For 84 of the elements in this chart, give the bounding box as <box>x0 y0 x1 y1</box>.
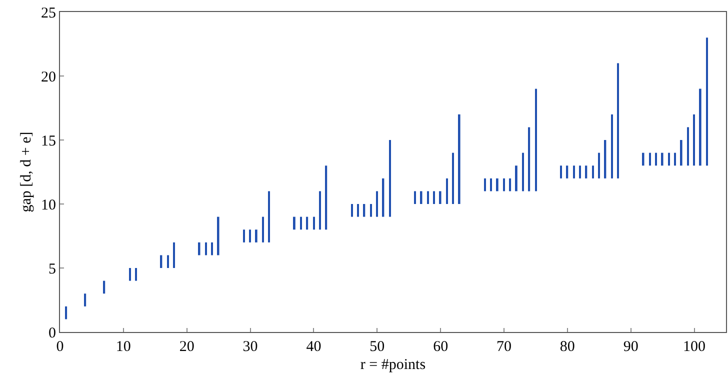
bar <box>167 255 169 268</box>
bar <box>560 166 562 178</box>
bar <box>363 204 366 217</box>
bar <box>515 166 518 192</box>
bar <box>129 268 131 281</box>
bar <box>370 204 372 217</box>
bar <box>173 242 175 268</box>
bar <box>319 191 321 230</box>
bar <box>205 242 207 256</box>
bar <box>528 127 530 192</box>
x-tick-label: 20 <box>179 339 194 355</box>
bar <box>617 63 619 178</box>
x-tick-label: 50 <box>370 339 385 355</box>
bar <box>300 216 302 230</box>
y-tick-label: 0 <box>48 325 56 342</box>
bar <box>389 140 391 217</box>
bar <box>680 140 682 166</box>
bar <box>693 114 695 166</box>
bar <box>604 140 606 178</box>
bar <box>211 242 213 256</box>
bar <box>579 166 581 178</box>
x-tick-label: 70 <box>496 339 512 355</box>
bar <box>255 230 258 242</box>
y-tick-label: 5 <box>48 261 56 278</box>
bar <box>103 280 106 294</box>
bar <box>458 114 460 204</box>
bar <box>452 152 454 204</box>
bar <box>135 268 137 281</box>
bar <box>65 306 68 320</box>
bar <box>655 152 657 166</box>
bar <box>351 204 353 217</box>
bar <box>522 152 524 192</box>
bar <box>357 204 359 217</box>
x-axis-title: r = #points <box>360 357 426 373</box>
bar <box>427 191 429 204</box>
bar <box>503 178 505 192</box>
bar <box>243 230 245 242</box>
bar <box>668 152 670 166</box>
bar <box>699 88 702 166</box>
bar <box>566 166 568 178</box>
bar <box>573 166 575 178</box>
bar <box>414 191 416 204</box>
bar <box>382 178 384 217</box>
x-tick-label: 80 <box>560 339 575 355</box>
bar <box>598 152 600 178</box>
x-tick-label: 40 <box>306 339 322 355</box>
bar <box>674 152 676 166</box>
bar <box>706 38 708 166</box>
y-tick-label: 20 <box>41 69 56 86</box>
bar <box>325 166 328 230</box>
bar <box>649 152 651 166</box>
bar <box>249 230 251 242</box>
bar <box>446 178 448 204</box>
bar <box>160 255 162 268</box>
bar <box>420 191 422 204</box>
bar <box>313 216 315 230</box>
bar <box>84 294 86 306</box>
x-tick-label: 100 <box>683 339 706 355</box>
bar <box>687 127 689 166</box>
bar <box>496 178 498 192</box>
bar <box>262 216 264 242</box>
bar <box>592 166 594 178</box>
bar <box>585 166 588 178</box>
bar <box>490 178 492 192</box>
y-tick-label: 25 <box>41 5 56 22</box>
bar <box>484 178 486 192</box>
bar <box>268 191 270 242</box>
bar <box>535 88 537 192</box>
bar <box>217 216 220 256</box>
x-tick-label: 30 <box>242 339 258 355</box>
bar <box>509 178 512 192</box>
bar <box>306 216 308 230</box>
bar <box>439 191 442 204</box>
x-tick-label: 90 <box>623 339 638 355</box>
y-axis-title: gap [d, d + e] <box>18 132 34 212</box>
y-tick-label: 15 <box>41 133 56 150</box>
bar <box>433 191 435 204</box>
bar <box>376 191 378 217</box>
x-tick-label: 60 <box>433 339 448 355</box>
bar <box>293 216 296 230</box>
y-tick-label: 10 <box>41 197 56 214</box>
bar <box>661 152 664 166</box>
x-tick-label: 10 <box>116 339 131 355</box>
bar <box>611 114 613 178</box>
